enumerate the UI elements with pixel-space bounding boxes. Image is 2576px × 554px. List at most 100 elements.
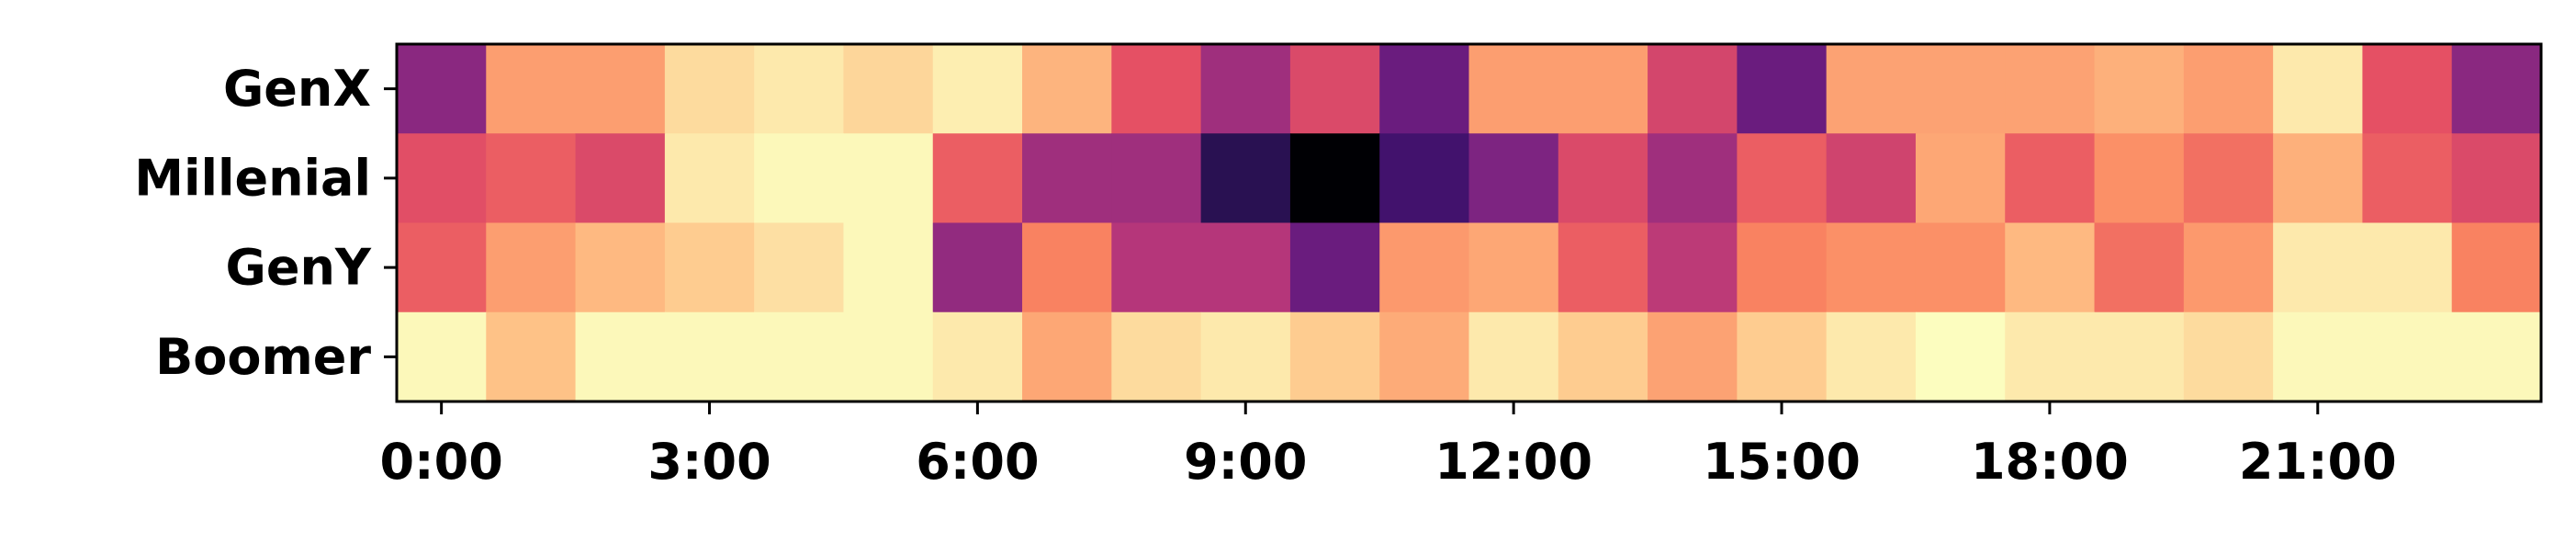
heatmap-cell bbox=[2273, 222, 2364, 313]
heatmap-cell bbox=[1915, 133, 2006, 224]
heatmap-cell bbox=[1648, 133, 1738, 224]
heatmap-cell bbox=[1915, 222, 2006, 313]
heatmap-cell bbox=[486, 44, 577, 134]
heatmap-cell bbox=[1468, 44, 1559, 134]
heatmap-cell bbox=[2451, 222, 2542, 313]
heatmap-cell bbox=[1022, 222, 1112, 313]
heatmap-cell bbox=[1826, 44, 1917, 134]
heatmap-cell bbox=[1737, 311, 1828, 402]
heatmap-cell bbox=[486, 133, 577, 224]
heatmap-cell bbox=[843, 311, 934, 402]
heatmap-cell bbox=[754, 222, 845, 313]
heatmap-cell bbox=[664, 222, 755, 313]
heatmap-cell bbox=[486, 311, 577, 402]
heatmap-cell bbox=[1826, 311, 1917, 402]
heatmap-cell bbox=[2183, 311, 2274, 402]
x-tick-label: 0:00 bbox=[379, 433, 502, 491]
heatmap-cell bbox=[1737, 133, 1828, 224]
heatmap-cell bbox=[1289, 311, 1380, 402]
heatmap-cell bbox=[1200, 133, 1291, 224]
heatmap-cell bbox=[1648, 44, 1738, 134]
heatmap-cell bbox=[397, 44, 487, 134]
heatmap-cell bbox=[1915, 311, 2006, 402]
heatmap-cell bbox=[1737, 44, 1828, 134]
heatmap-cell bbox=[1379, 311, 1470, 402]
heatmap-cells bbox=[397, 44, 2542, 402]
x-tick-label: 12:00 bbox=[1434, 433, 1592, 491]
plot-frame bbox=[395, 42, 2543, 403]
heatmap-cell bbox=[1468, 222, 1559, 313]
heatmap-cell bbox=[1648, 222, 1738, 313]
heatmap-cell bbox=[1379, 222, 1470, 313]
heatmap-cell bbox=[2273, 133, 2364, 224]
heatmap-cell bbox=[2005, 222, 2096, 313]
x-axis: 0:00 3:00 6:00 9:00 12:00 15:00 18:00 21:00 bbox=[379, 401, 2397, 491]
heatmap-cell bbox=[2094, 44, 2185, 134]
heatmap-cell bbox=[754, 311, 845, 402]
heatmap-cell bbox=[1289, 44, 1380, 134]
y-tick-label: GenY bbox=[226, 239, 372, 297]
heatmap-cell bbox=[843, 222, 934, 313]
heatmap-cell bbox=[1111, 222, 1202, 313]
heatmap-cell bbox=[2273, 311, 2364, 402]
heatmap-cell bbox=[932, 133, 1023, 224]
heatmap-cell bbox=[397, 133, 487, 224]
heatmap-cell bbox=[575, 222, 666, 313]
heatmap-cell bbox=[1111, 133, 1202, 224]
x-tick-label: 6:00 bbox=[916, 433, 1039, 491]
heatmap-cell bbox=[2005, 133, 2096, 224]
heatmap-cell bbox=[1022, 44, 1112, 134]
heatmap-cell bbox=[754, 133, 845, 224]
x-tick-label: 3:00 bbox=[647, 433, 771, 491]
heatmap-cell bbox=[1826, 133, 1917, 224]
heatmap-cell bbox=[932, 311, 1023, 402]
heatmap-cell bbox=[2183, 133, 2274, 224]
heatmap-cell bbox=[397, 222, 487, 313]
heatmap-cell bbox=[2451, 133, 2542, 224]
heatmap-cell bbox=[754, 44, 845, 134]
heatmap-cell bbox=[932, 222, 1023, 313]
heatmap-cell bbox=[1022, 133, 1112, 224]
heatmap-cell bbox=[2094, 311, 2185, 402]
heatmap-cell bbox=[664, 44, 755, 134]
heatmap-cell bbox=[1558, 44, 1648, 134]
heatmap-cell bbox=[575, 311, 666, 402]
x-tick-label: 15:00 bbox=[1703, 433, 1861, 491]
heatmap-cell bbox=[2362, 44, 2453, 134]
heatmap-cell bbox=[1111, 311, 1202, 402]
heatmap-cell bbox=[1648, 311, 1738, 402]
heatmap-cell bbox=[1289, 222, 1380, 313]
y-tick-label: Boomer bbox=[155, 328, 371, 386]
x-tick-label: 9:00 bbox=[1184, 433, 1307, 491]
heatmap-cell bbox=[1200, 44, 1291, 134]
x-tick-label: 18:00 bbox=[1971, 433, 2129, 491]
x-tick-label: 21:00 bbox=[2239, 433, 2397, 491]
heatmap-cell bbox=[1558, 222, 1648, 313]
heatmap-cell bbox=[2362, 133, 2453, 224]
heatmap-cell bbox=[1558, 133, 1648, 224]
heatmap-cell bbox=[486, 222, 577, 313]
heatmap-cell bbox=[2273, 44, 2364, 134]
heatmap-cell bbox=[932, 44, 1023, 134]
heatmap-cell bbox=[1468, 311, 1559, 402]
heatmap-cell bbox=[2183, 222, 2274, 313]
heatmap-cell bbox=[2094, 133, 2185, 224]
heatmap-cell bbox=[1737, 222, 1828, 313]
heatmap-cell bbox=[1200, 311, 1291, 402]
heatmap-cell bbox=[664, 311, 755, 402]
heatmap-cell bbox=[2362, 222, 2453, 313]
heatmap-cell bbox=[2451, 311, 2542, 402]
y-axis: GenX Millenial GenY Boomer bbox=[134, 60, 397, 386]
heatmap-cell bbox=[2451, 44, 2542, 134]
heatmap-cell bbox=[2005, 311, 2096, 402]
heatmap-cell bbox=[2094, 222, 2185, 313]
heatmap-cell bbox=[1915, 44, 2006, 134]
heatmap-cell bbox=[843, 133, 934, 224]
heatmap-cell bbox=[1379, 44, 1470, 134]
heatmap-cell bbox=[1379, 133, 1470, 224]
heatmap-cell bbox=[843, 44, 934, 134]
heatmap-cell bbox=[397, 311, 487, 402]
y-tick-label: Millenial bbox=[134, 149, 371, 207]
heatmap-cell bbox=[1289, 133, 1380, 224]
